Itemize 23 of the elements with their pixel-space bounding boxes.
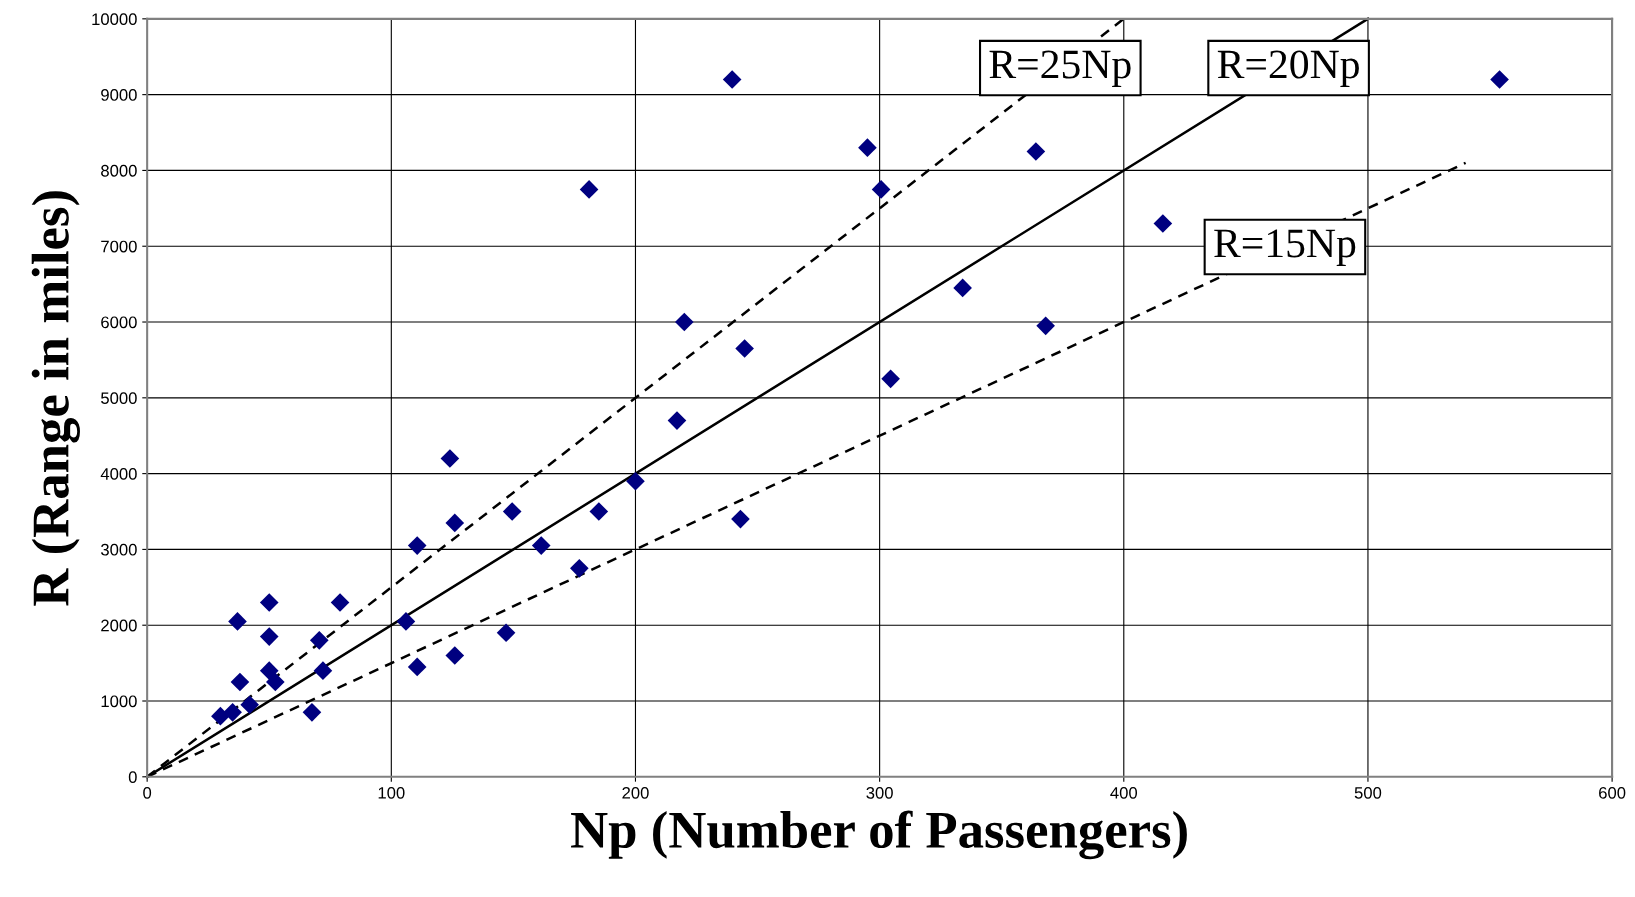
- y-tick-label: 5000: [101, 392, 137, 405]
- x-tick-label: 400: [1110, 786, 1138, 799]
- x-tick-label: 500: [1354, 786, 1382, 799]
- x-tick-label: 600: [1599, 786, 1626, 799]
- x-tick-label: 200: [622, 786, 649, 799]
- annotation: R=25Np: [989, 50, 1131, 87]
- y-tick-label: 7000: [101, 240, 137, 253]
- x-tick-label: 100: [378, 786, 405, 799]
- x-axis-title: Np (Number of Passengers): [571, 810, 1187, 860]
- y-tick-label: 8000: [101, 164, 137, 177]
- y-tick-label: 4000: [100, 468, 137, 480]
- y-tick-label: 1000: [101, 695, 137, 708]
- x-tick-label: 300: [866, 786, 893, 799]
- y-tick-label: 2000: [101, 619, 137, 632]
- y-tick-label: 0: [128, 771, 137, 784]
- x-tick-label: 0: [143, 786, 152, 799]
- y-tick-label: 3000: [100, 543, 137, 556]
- y-axis-title: R (Range in miles): [31, 191, 80, 606]
- y-tick-label: 6000: [101, 316, 137, 329]
- annotation: R=20Np: [1217, 50, 1359, 87]
- y-tick-label: 9000: [101, 89, 137, 101]
- annotation: R=15Np: [1214, 229, 1356, 266]
- y-tick-label: 10000: [92, 13, 137, 26]
